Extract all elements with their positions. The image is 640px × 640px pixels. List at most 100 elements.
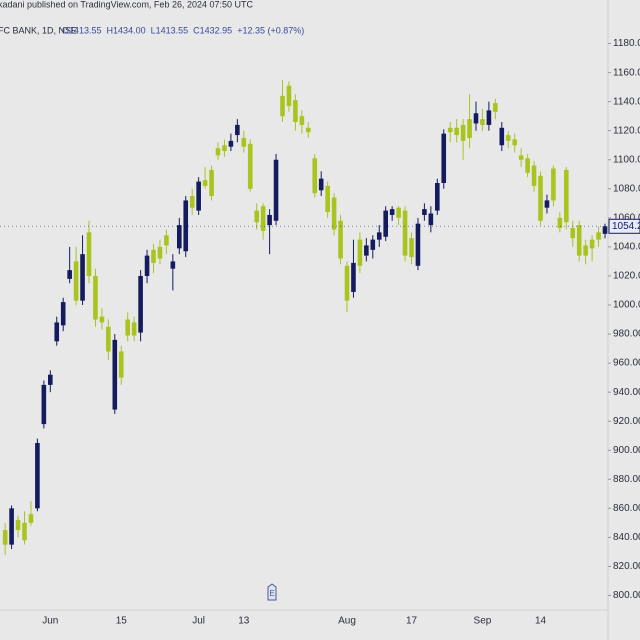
candle-body [222, 145, 227, 152]
y-tick-label: 800.00 [613, 590, 640, 601]
candle-body [383, 210, 388, 237]
candle-body [183, 200, 189, 252]
candle-body [518, 155, 524, 160]
candle-body [447, 127, 453, 133]
candle-body [22, 522, 27, 541]
candle-body [151, 249, 156, 263]
candle-body [9, 508, 14, 545]
candle-body [196, 181, 201, 211]
x-tick-label: 14 [535, 616, 547, 627]
price-tag-box [608, 218, 640, 234]
candle-body [157, 246, 163, 259]
candle-body [357, 239, 363, 266]
candle-body [493, 103, 498, 112]
e-icon: E [267, 583, 277, 601]
y-tick-label: 860.00 [613, 503, 640, 514]
candle-body [260, 206, 266, 231]
x-tick-label: Jun [42, 616, 58, 627]
y-tick-label: 1160.00 [613, 67, 640, 78]
candle-body [41, 384, 47, 425]
y-tick-label: 840.00 [613, 532, 640, 543]
candle-body [286, 85, 292, 107]
candle-body [351, 262, 356, 292]
y-tick-label: 1080.00 [613, 183, 640, 194]
candle-body [306, 127, 311, 133]
candle-body [80, 254, 85, 301]
x-tick-label: 13 [238, 616, 250, 627]
y-tick-label: 940.00 [613, 387, 640, 398]
symbol: FC BANK, 1D, NSE [0, 25, 77, 35]
candle-body [422, 209, 427, 215]
candle-body [106, 326, 111, 352]
candle-body [235, 124, 240, 136]
candle-body [486, 110, 492, 125]
candle-body [402, 210, 408, 256]
candle-body [73, 261, 79, 301]
candle-body [228, 140, 234, 147]
candle-body [131, 322, 137, 336]
candle-body [254, 210, 259, 223]
chart-title: kadani published on TradingView.com, Feb… [0, 0, 253, 9]
candle-body [531, 165, 537, 186]
y-tick-label: 980.00 [613, 329, 640, 340]
candle-body [564, 169, 569, 223]
candle-body [215, 148, 221, 156]
candle-body [202, 180, 208, 186]
y-tick-label: 900.00 [613, 445, 640, 456]
candle-body [409, 238, 414, 258]
candle-body [389, 209, 395, 215]
candle-body [525, 158, 530, 173]
legend-value: O1413.55 [62, 25, 102, 35]
candle-body [164, 235, 169, 246]
candle-body [189, 196, 195, 208]
candle-body [48, 374, 53, 385]
candle-body [318, 178, 324, 191]
candle-body [170, 261, 176, 269]
candle-body [505, 135, 511, 141]
candle-body [67, 270, 72, 279]
candle-body [576, 225, 582, 256]
y-tick-label: 1120.00 [613, 125, 640, 136]
candle-body [583, 245, 588, 256]
candle-body [241, 137, 247, 147]
y-tick-label: 1040.00 [613, 242, 640, 253]
candle-body [460, 124, 466, 141]
candle-body [177, 225, 182, 249]
y-tick-label: 1180.00 [613, 38, 640, 49]
candle-body [467, 119, 472, 138]
candle-body [396, 207, 401, 218]
candle-body [538, 175, 543, 221]
candle-body [376, 232, 382, 240]
y-tick-label: 1100.00 [613, 154, 640, 165]
candle-body [454, 127, 459, 136]
candle-body [544, 200, 550, 208]
candle-body [557, 217, 563, 229]
candle-body [35, 442, 40, 509]
candle-body [596, 232, 601, 240]
candle-body [551, 168, 556, 201]
candle-body [247, 143, 253, 189]
candle-body [331, 197, 337, 230]
legend-value: +12.35 (+0.87%) [237, 25, 304, 35]
y-tick-label: 960.00 [613, 358, 640, 369]
candle-body [441, 133, 447, 183]
candle-body [93, 275, 98, 320]
candle-body [473, 113, 479, 124]
candle-body [299, 116, 305, 125]
candle-body [293, 100, 298, 122]
candle-body [370, 239, 376, 250]
candle-body [118, 351, 124, 378]
legend-value: C1432.95 [193, 25, 232, 35]
x-tick-label: Sep [474, 616, 492, 627]
y-tick-label: 820.00 [613, 561, 640, 572]
candle-body [602, 226, 608, 234]
candle-body [209, 169, 214, 197]
candle-body [15, 519, 21, 531]
x-tick-label: Aug [338, 616, 356, 627]
candle-body [86, 232, 92, 276]
x-tick-label: 15 [116, 616, 128, 627]
legend-value: L1413.55 [151, 25, 189, 35]
candle-body [138, 275, 143, 333]
y-tick-label: 920.00 [613, 416, 640, 427]
